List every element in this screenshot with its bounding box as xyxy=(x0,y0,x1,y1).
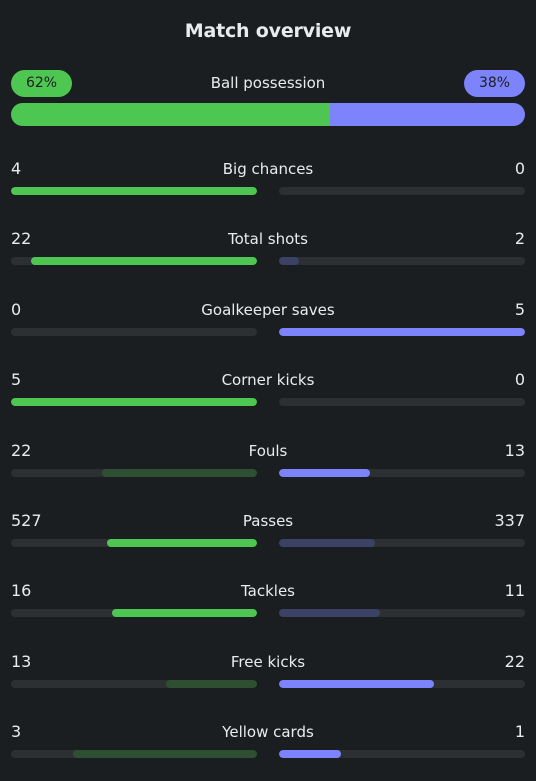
away-stat-fill xyxy=(279,609,380,618)
stat-row: 5 Corner kicks 0 xyxy=(11,370,525,414)
away-possession-segment xyxy=(329,103,525,126)
away-value: 2 xyxy=(514,229,525,249)
away-value: 1 xyxy=(514,722,525,742)
away-possession-badge: 38% xyxy=(464,70,525,97)
stat-row: 13 Free kicks 22 xyxy=(11,652,525,696)
home-stat-bar xyxy=(11,398,257,407)
stat-row: 22 Fouls 13 xyxy=(11,441,525,485)
home-value: 3 xyxy=(11,722,22,742)
home-stat-fill xyxy=(102,468,257,477)
home-stat-bar xyxy=(11,468,257,477)
away-stat-fill xyxy=(279,257,299,266)
home-value: 0 xyxy=(11,299,22,319)
stat-row: 4 Big chances 0 xyxy=(11,159,525,203)
home-value: 5 xyxy=(11,370,22,390)
home-stat-bar xyxy=(11,609,257,618)
stat-label: Total shots xyxy=(228,230,308,249)
away-stat-bar xyxy=(279,750,525,759)
home-value: 22 xyxy=(11,229,32,249)
stat-row: 0 Goalkeeper saves 5 xyxy=(11,300,525,344)
home-stat-fill xyxy=(72,750,257,759)
home-stat-bar xyxy=(11,750,257,759)
away-stat-bar xyxy=(279,609,525,618)
home-value: 4 xyxy=(11,159,22,178)
stat-row: 22 Total shots 2 xyxy=(11,229,525,273)
away-stat-bar xyxy=(279,327,525,336)
stat-label: Free kicks xyxy=(230,652,306,671)
possession-label: Ball possession xyxy=(210,74,326,92)
stat-label: Passes xyxy=(242,512,294,530)
home-stat-fill xyxy=(11,187,257,195)
stat-label: Corner kicks xyxy=(221,371,315,390)
home-stat-fill xyxy=(106,539,257,547)
stat-label: Goalkeeper saves xyxy=(201,300,335,319)
away-stat-fill xyxy=(279,679,434,688)
home-value: 527 xyxy=(11,511,42,530)
home-stat-fill xyxy=(111,609,257,618)
home-possession-badge: 62% xyxy=(11,70,72,97)
stat-row: 16 Tackles 11 xyxy=(11,581,525,625)
away-stat-bar xyxy=(279,539,525,547)
home-value: 16 xyxy=(11,581,32,601)
away-stat-bar xyxy=(279,468,525,477)
away-value: 22 xyxy=(504,651,525,671)
away-value: 13 xyxy=(504,440,525,460)
section-title: Match overview xyxy=(184,20,352,42)
home-possession-segment xyxy=(11,103,330,126)
away-stat-bar xyxy=(279,257,525,266)
away-stat-fill xyxy=(279,539,375,547)
away-stat-fill xyxy=(279,327,525,336)
away-value: 0 xyxy=(514,159,525,178)
home-stat-bar xyxy=(11,679,257,688)
stat-row: 3 Yellow cards 1 xyxy=(11,722,525,766)
home-stat-fill xyxy=(11,398,257,407)
away-stat-fill xyxy=(279,750,341,759)
stat-label: Big chances xyxy=(222,160,314,178)
possession-header: 62% Ball possession 38% xyxy=(11,70,525,97)
away-stat-bar xyxy=(279,187,525,195)
away-value: 0 xyxy=(514,370,525,390)
away-value: 337 xyxy=(494,511,525,530)
home-value: 22 xyxy=(11,440,32,460)
away-value: 11 xyxy=(504,581,525,601)
stat-label: Yellow cards xyxy=(222,723,314,742)
away-stat-fill xyxy=(279,468,371,477)
away-stat-bar xyxy=(279,679,525,688)
possession-bar xyxy=(11,103,525,126)
stat-label: Tackles xyxy=(240,582,296,601)
stat-row: 527 Passes 337 xyxy=(11,511,525,555)
home-stat-bar xyxy=(11,257,257,266)
stat-label: Fouls xyxy=(248,441,288,460)
home-stat-bar xyxy=(11,187,257,195)
away-stat-bar xyxy=(279,398,525,407)
home-value: 13 xyxy=(11,651,32,671)
away-value: 5 xyxy=(514,299,525,319)
home-stat-fill xyxy=(165,679,257,688)
home-stat-fill xyxy=(30,257,257,266)
home-stat-bar xyxy=(11,327,257,336)
home-stat-bar xyxy=(11,539,257,547)
